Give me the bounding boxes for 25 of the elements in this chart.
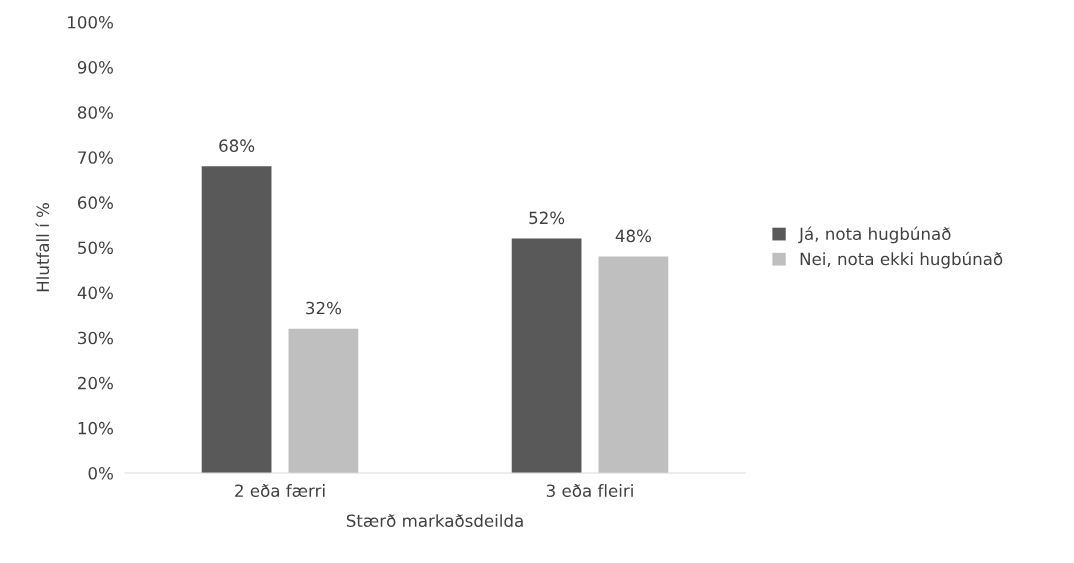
legend-label: Nei, nota ekki hugbúnað — [800, 251, 1003, 269]
data-label: 48% — [615, 229, 651, 243]
bar — [201, 166, 272, 473]
y-tick-label: 50% — [78, 241, 113, 255]
x-tick-label: 2 eða færri — [235, 484, 325, 498]
bar — [288, 328, 359, 473]
data-label: 32% — [306, 301, 341, 315]
y-axis-title: Hlutfall í % — [35, 203, 50, 292]
x-tick-label: 3 eða fleiri — [546, 484, 633, 498]
data-label: 68% — [219, 139, 255, 152]
y-tick-label: 70% — [78, 151, 113, 164]
y-tick-label: 20% — [78, 376, 113, 390]
legend-label: Já, nota hugbúnað — [798, 226, 951, 244]
data-label: 52% — [529, 211, 565, 225]
y-tick-label: 60% — [78, 196, 113, 209]
y-tick-label: 40% — [77, 286, 113, 300]
y-tick-label: 100% — [68, 15, 113, 29]
y-tick-label: 90% — [77, 61, 113, 74]
y-tick-label: 10% — [78, 421, 113, 435]
y-tick-label: 30% — [78, 331, 113, 345]
bar — [511, 238, 582, 473]
y-tick-label: 80% — [77, 106, 113, 119]
bar — [598, 256, 669, 473]
x-axis-title: Stærð markaðsdeilda — [346, 514, 523, 528]
y-tick-label: 0% — [88, 466, 113, 480]
